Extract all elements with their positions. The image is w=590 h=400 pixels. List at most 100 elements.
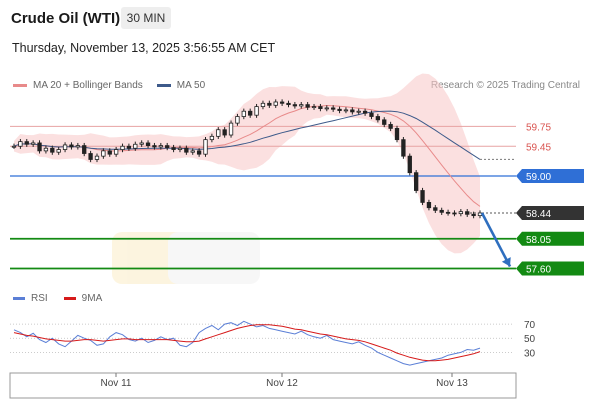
candle-body — [343, 109, 349, 112]
legend: MA 20 + Bollinger Bands MA 50 — [13, 80, 205, 91]
candle-body — [18, 141, 23, 147]
ma9-legend-swatch — [63, 297, 76, 300]
candle-body — [190, 150, 195, 153]
candle-body — [407, 155, 412, 174]
candle-body — [56, 149, 61, 153]
candle-body — [356, 110, 361, 113]
support-tag — [516, 261, 584, 276]
candle-body — [228, 122, 234, 136]
candle-body — [254, 106, 259, 116]
candle-body — [401, 139, 406, 157]
candle-body — [222, 129, 227, 136]
resistance-label: 59.45 — [526, 142, 551, 153]
time-axis-frame — [9, 372, 517, 399]
candle-body — [414, 172, 419, 191]
candle-body — [113, 149, 119, 155]
last-price-label: 58.44 — [526, 209, 551, 220]
support-tag — [516, 231, 584, 246]
candle-body — [133, 143, 138, 149]
resistance-label: 59.75 — [526, 122, 551, 133]
candle-body — [471, 213, 476, 217]
candle-body — [420, 190, 425, 203]
bollinger-band-layer — [14, 73, 480, 254]
candle-body — [216, 129, 221, 137]
rsi-axis: 70 50 30 Nov 11 Nov 12 Nov 13 — [9, 320, 536, 399]
candles-layer — [11, 99, 483, 219]
candle-body — [126, 145, 132, 149]
candle-body — [30, 142, 36, 145]
pivot-tag — [516, 168, 584, 183]
candle-body — [43, 147, 49, 152]
rsi-legend-swatch — [13, 297, 25, 300]
candle-body — [235, 116, 240, 124]
legend-swatch-ma50 — [156, 84, 171, 87]
level-labels-layer: 59.75 59.45 59.00 58.44 58.05 57.60 — [516, 122, 584, 276]
candle-body — [165, 145, 170, 148]
candle-body — [299, 104, 304, 107]
support-label: 58.05 — [526, 235, 551, 246]
candle-body — [388, 124, 393, 129]
rsi-tick-label: 50 — [524, 334, 536, 345]
candle-body — [369, 112, 374, 117]
candle-body — [305, 104, 310, 108]
candle-body — [292, 104, 298, 107]
legend-label-ma20: MA 20 + Bollinger Bands — [33, 80, 143, 91]
candle-body — [286, 102, 291, 106]
candle-body — [324, 107, 329, 110]
rsi-legend: RSI 9MA — [13, 293, 102, 304]
pivot-label: 59.00 — [526, 172, 551, 183]
candle-body — [445, 211, 451, 214]
candle-body — [171, 147, 176, 150]
candle-body — [458, 211, 464, 215]
candle-body — [196, 150, 202, 155]
candle-body — [311, 106, 317, 109]
candle-body — [184, 147, 189, 153]
price-chart: 59.75 59.45 59.00 58.44 58.05 57.60 — [10, 73, 584, 284]
ma9-legend-label: 9MA — [81, 293, 103, 304]
candle-body — [394, 128, 400, 141]
candle-body — [11, 145, 17, 148]
candle-body — [267, 102, 272, 106]
candle-body — [152, 145, 157, 148]
legend-swatch-ma20 — [13, 84, 27, 87]
candle-body — [439, 209, 444, 213]
candle-body — [426, 202, 432, 209]
bollinger-band — [14, 73, 480, 254]
candle-body — [318, 106, 323, 109]
candle-body — [273, 101, 278, 106]
candle-body — [241, 110, 246, 117]
candle-body — [177, 147, 183, 150]
candle-body — [279, 101, 285, 104]
candle-body — [158, 145, 163, 148]
candle-body — [145, 142, 151, 146]
last-price-tag — [516, 205, 584, 220]
candle-body — [433, 207, 438, 211]
time-tick-label: Nov 12 — [266, 378, 298, 389]
forecast-arrow-layer — [480, 212, 512, 268]
candle-body — [50, 147, 55, 153]
candle-body — [209, 135, 215, 141]
legend-label-ma50: MA 50 — [176, 80, 206, 91]
ma50-line — [13, 110, 481, 160]
candle-body — [375, 116, 381, 121]
timeframe-badge[interactable]: 30 MIN — [121, 7, 171, 29]
candle-body — [120, 145, 125, 150]
candle-body — [24, 141, 29, 145]
forecast-arrow-line — [480, 212, 512, 268]
instrument-title: Crude Oil (WTI) — [11, 10, 121, 27]
candle-body — [382, 119, 387, 125]
candle-body — [203, 139, 208, 155]
rsi-lines — [13, 320, 481, 366]
rsi-chart: 70 50 30 Nov 11 Nov 12 Nov 13 — [9, 320, 536, 399]
candle-body — [82, 145, 87, 154]
ma9-line — [13, 324, 481, 362]
time-tick-label: Nov 13 — [436, 378, 468, 389]
candle-body — [248, 110, 253, 116]
watermark-logo — [112, 232, 260, 284]
candle-body — [350, 109, 355, 113]
candle-body — [69, 144, 74, 148]
candle-body — [465, 211, 470, 215]
support-label: 57.60 — [526, 264, 551, 275]
rsi-tick-label: 70 — [524, 320, 536, 331]
